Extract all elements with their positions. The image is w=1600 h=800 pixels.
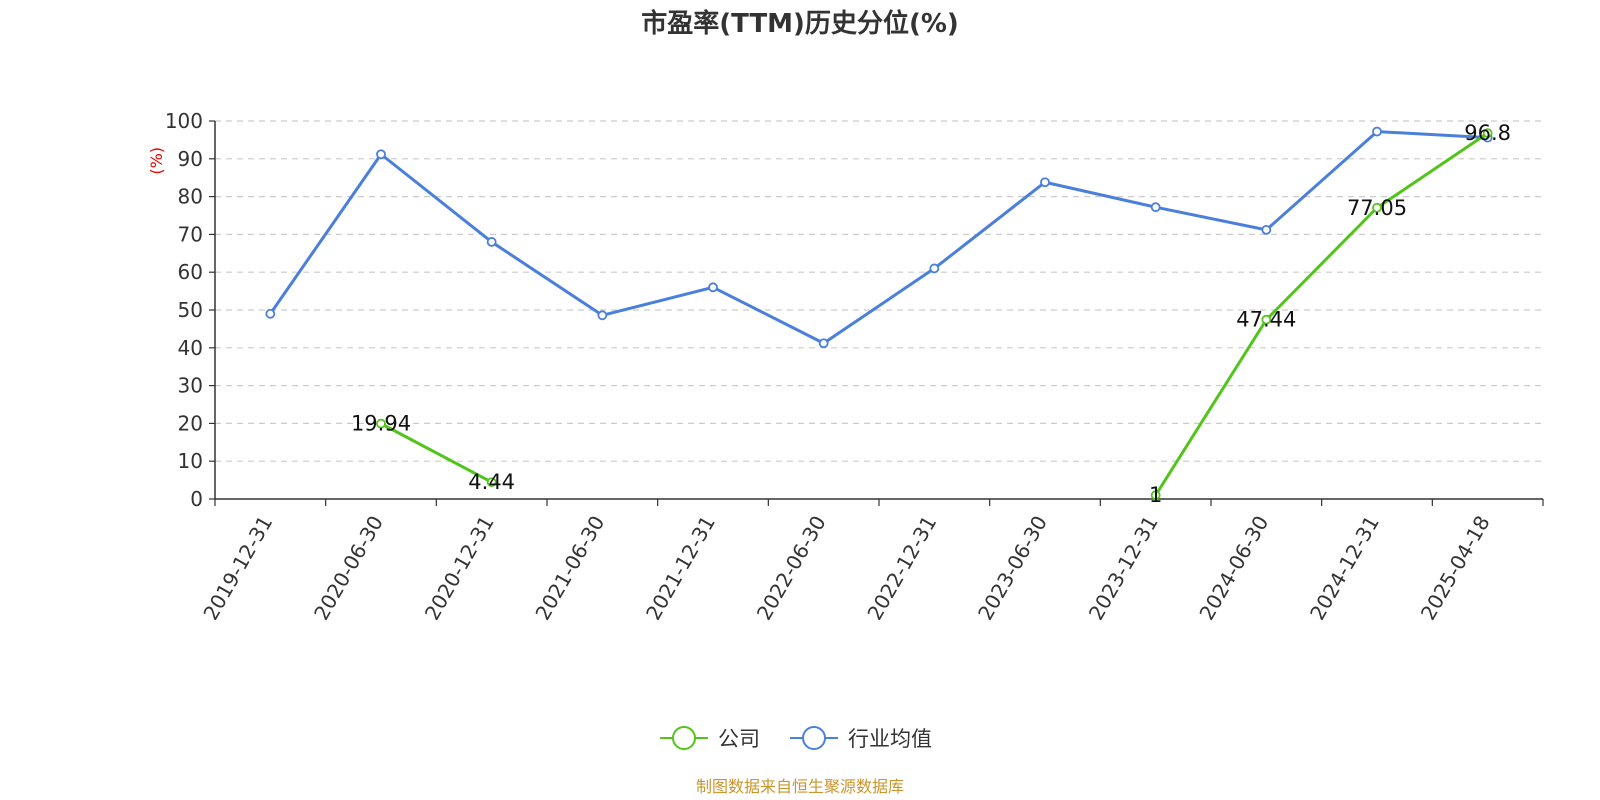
data-point[interactable] <box>1150 490 1161 501</box>
x-tick-label: 2024-06-30 <box>1194 512 1273 625</box>
data-point[interactable] <box>929 263 940 274</box>
x-tick-label: 2020-12-31 <box>420 512 499 625</box>
data-point[interactable] <box>818 338 829 349</box>
y-tick-label: 0 <box>190 487 203 511</box>
x-tick-label-group: 2025-04-18 <box>1416 512 1495 625</box>
x-tick-label-group: 2021-06-30 <box>530 512 609 625</box>
data-label: 4.44 <box>468 470 515 494</box>
x-tick-label-group: 2022-06-30 <box>752 512 831 625</box>
series-line <box>1154 131 1489 497</box>
data-point[interactable] <box>1150 202 1161 213</box>
legend-label: 行业均值 <box>848 727 932 751</box>
data-point[interactable] <box>265 308 276 319</box>
x-tick-label: 2022-12-31 <box>862 512 941 625</box>
x-tick-label: 2024-12-31 <box>1305 512 1384 625</box>
x-tick-label-group: 2020-12-31 <box>420 512 499 625</box>
series-layer <box>265 126 1493 501</box>
chart-title: 市盈率(TTM)历史分位(%) <box>641 8 959 39</box>
series-0 <box>376 128 1493 501</box>
data-label: 77.05 <box>1347 196 1407 220</box>
legend[interactable]: 公司 行业均值 <box>660 726 932 751</box>
legend-item-1[interactable]: 行业均值 <box>790 726 932 751</box>
source-note: 制图数据来自恒生聚源数据库 <box>696 777 904 796</box>
data-point[interactable] <box>376 418 386 429</box>
y-tick-label: 100 <box>165 109 203 133</box>
y-tick-label: 80 <box>178 185 203 209</box>
legend-marker-icon <box>672 726 696 750</box>
series-line <box>380 422 493 484</box>
x-tick-label: 2022-06-30 <box>752 512 831 625</box>
grid-lines <box>215 120 1543 462</box>
axes: 0 10 20 30 40 50 60 70 80 90 100 2019-12-31 2020-06-… <box>165 109 1544 625</box>
x-tick-label-group: 2024-06-30 <box>1194 512 1273 625</box>
x-tick-label-group: 2023-12-31 <box>1084 512 1163 625</box>
y-tick-label: 30 <box>178 374 203 398</box>
y-tick-label: 40 <box>178 336 203 360</box>
data-label: 47.44 <box>1236 308 1296 332</box>
data-point[interactable] <box>1261 224 1272 235</box>
data-point[interactable] <box>708 282 718 293</box>
series-1 <box>265 126 1493 349</box>
x-tick-label-group: 2019-12-31 <box>198 512 277 625</box>
y-tick-label: 90 <box>178 147 203 171</box>
data-point[interactable] <box>1261 314 1272 325</box>
data-label: 1 <box>1149 483 1162 507</box>
legend-item-0[interactable]: 公司 <box>660 726 760 751</box>
y-tick-label: 20 <box>178 411 203 435</box>
series-line <box>269 130 1488 345</box>
data-point[interactable] <box>1040 177 1050 188</box>
x-tick-label: 2021-06-30 <box>530 512 609 625</box>
legend-marker-icon <box>802 726 826 750</box>
x-tick-label-group: 2022-12-31 <box>862 512 941 625</box>
x-tick-label: 2023-12-31 <box>1084 512 1163 625</box>
x-tick-label-group: 2020-06-30 <box>309 512 388 625</box>
y-axis-unit-label: (%) <box>147 147 166 175</box>
data-point[interactable] <box>1372 202 1382 213</box>
y-tick-label: 10 <box>178 449 203 473</box>
data-point[interactable] <box>1372 126 1382 137</box>
y-tick-label: 50 <box>178 298 203 322</box>
y-tick-label: 70 <box>178 222 203 246</box>
data-point[interactable] <box>486 477 497 488</box>
x-tick-label-group: 2021-12-31 <box>641 512 720 625</box>
x-tick-label-group: 2024-12-31 <box>1305 512 1384 625</box>
x-tick-label: 2025-04-18 <box>1416 512 1495 625</box>
data-point[interactable] <box>486 237 497 247</box>
data-point[interactable] <box>1482 128 1493 138</box>
data-labels: 19.94 4.44 1 47.44 77.05 96.8 <box>351 121 1511 507</box>
x-tick-label: 2021-12-31 <box>641 512 720 625</box>
x-tick-label: 2023-06-30 <box>973 512 1052 625</box>
x-tick-label: 2020-06-30 <box>309 512 388 625</box>
x-tick-label-group: 2023-06-30 <box>973 512 1052 625</box>
data-label: 19.94 <box>351 412 411 436</box>
legend-label: 公司 <box>718 727 760 751</box>
data-point[interactable] <box>597 310 608 321</box>
y-tick-label: 60 <box>178 260 203 284</box>
x-tick-label: 2019-12-31 <box>198 512 277 625</box>
data-point[interactable] <box>376 149 386 160</box>
data-label: 96.8 <box>1464 121 1511 145</box>
